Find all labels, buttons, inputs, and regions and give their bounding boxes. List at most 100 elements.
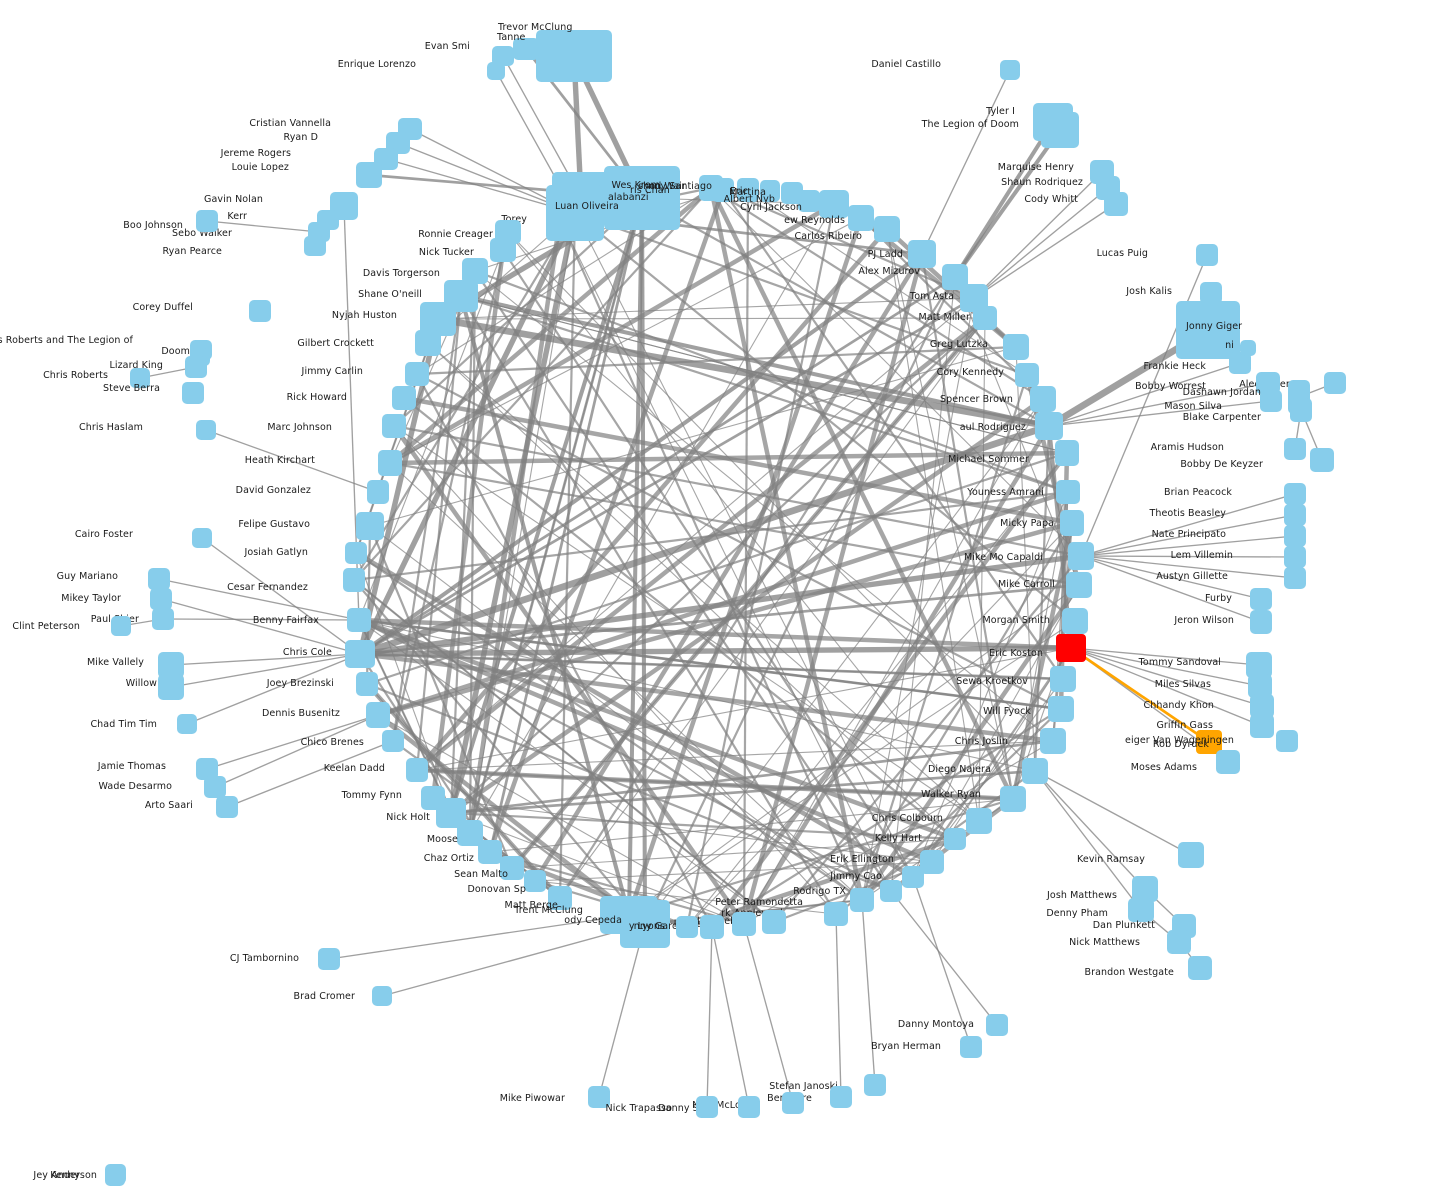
graph-node-paul-shier[interactable] [152,608,174,630]
graph-node-geiger-van-wag[interactable] [1276,730,1298,752]
graph-node-heath-kirchart[interactable] [378,450,402,476]
graph-node-bryan-herman[interactable] [960,1036,982,1058]
graph-node-chico-brenes[interactable] [382,730,404,752]
graph-node-matt-miller[interactable] [973,306,997,330]
graph-node-sewa-kroetkov[interactable] [1050,666,1076,692]
graph-node-carlos-ribeiro[interactable] [874,216,900,242]
graph-node-danny-supa[interactable] [738,1096,760,1118]
graph-node-ishod-wair[interactable] [712,178,734,202]
graph-node-morgan-smith[interactable] [1062,608,1088,634]
graph-node-gilbert-crockett[interactable] [415,330,441,356]
graph-node-josh-matthews[interactable] [1132,876,1158,902]
graph-node-lucas-puig[interactable] [1196,244,1218,266]
graph-node-brad-cromer[interactable] [372,986,392,1006]
graph-node-mikey-taylor[interactable] [150,588,172,610]
graph-node-luan-oliveira[interactable] [546,185,604,241]
graph-node-chris-haslam[interactable] [196,420,216,440]
graph-node-louie-lopez[interactable] [356,162,382,188]
graph-node-jey-anderson[interactable] [108,1164,126,1184]
graph-node-willow[interactable] [158,674,184,700]
graph-node-blake-carpenter[interactable] [1290,398,1312,422]
graph-node-diego-najera[interactable] [1022,758,1048,784]
graph-node-denny-pham[interactable] [1128,898,1154,922]
graph-node-mike-vallely[interactable] [158,652,184,678]
graph-node-mike-carroll[interactable] [1066,572,1092,598]
graph-node-evan-smith[interactable] [492,46,514,66]
graph-node-jonny-giger[interactable] [1176,301,1240,359]
graph-node-benny-fairfax[interactable] [347,608,371,632]
graph-node-cody-whitt[interactable] [1104,192,1128,216]
graph-node-andrew-reynolds[interactable] [848,205,874,231]
graph-node-nick-tucker[interactable] [490,238,516,262]
graph-node-chris-roberts[interactable] [130,368,150,388]
graph-node-spencer-brown[interactable] [1030,386,1056,412]
graph-node-lizard-king[interactable] [185,356,207,378]
graph-node-nick-trapasso[interactable] [696,1096,718,1118]
graph-node-brandon-biebel[interactable] [762,910,786,934]
graph-node-austyn-gillette[interactable] [1284,567,1306,589]
graph-node-tommy-sandoval[interactable] [1246,652,1272,678]
graph-node-guy-mariano[interactable] [148,568,170,590]
graph-node-wade-desarmo[interactable] [204,776,226,798]
graph-node-clint-peterson[interactable] [111,616,131,636]
graph-node-donovan-sp[interactable] [524,870,546,892]
graph-node-legion-of-doom[interactable] [1041,112,1079,148]
graph-node-mark-appleyard[interactable] [824,902,848,926]
graph-node-bobby-de-keyzer[interactable] [1310,448,1334,472]
graph-node-jimmy-cao[interactable] [902,866,924,888]
graph-node-stefan-janoski[interactable] [864,1074,886,1096]
graph-node-nate-principato[interactable] [1284,525,1306,547]
graph-node-eric-m[interactable] [760,180,780,202]
graph-node-chad-tim-tim[interactable] [177,714,197,734]
graph-node-cody-cepeda[interactable] [620,900,670,948]
graph-node-alec-majerus[interactable] [1324,372,1346,394]
graph-node-paul-rodriguez[interactable] [1035,412,1063,440]
graph-node-albert-nyberg[interactable] [798,190,820,212]
graph-node-rodrigo-tx[interactable] [880,880,902,902]
graph-node-frankie-heck[interactable] [1229,352,1251,374]
graph-node-pj-ladd[interactable] [908,240,936,268]
graph-node-ben-gore[interactable] [830,1086,852,1108]
graph-node-kelly-hart[interactable] [944,828,966,850]
graph-node-cyril-jackson[interactable] [819,190,849,218]
graph-node-jamie-thomas[interactable] [196,758,218,780]
graph-node-jeron-wilson[interactable] [1250,610,1272,634]
graph-node-steve-berra[interactable] [182,382,204,404]
graph-node-chris-cole[interactable] [345,640,375,668]
graph-node-jimmy-carlin[interactable] [405,362,429,386]
graph-node-corey-duffel[interactable] [249,300,271,322]
graph-node-chris-colbourn[interactable] [966,808,992,834]
graph-node-griffin-gass[interactable] [1250,714,1274,738]
graph-node-marc-johnson[interactable] [382,414,406,438]
graph-node-trevor-mcclung[interactable] [536,30,612,82]
graph-node-furby[interactable] [1250,588,1272,610]
graph-node-cesar-fernandez[interactable] [343,568,365,592]
graph-node-kevin-ramsay[interactable] [1178,842,1204,868]
graph-node-boo-johnson[interactable] [196,210,218,232]
graph-node-youness-amrani[interactable] [1056,480,1080,504]
graph-node-mason-silva[interactable] [1260,390,1282,412]
graph-node-aramis-hudson[interactable] [1284,438,1306,460]
graph-node-cj-tambornino[interactable] [318,948,340,970]
graph-node-sean-malto[interactable] [500,856,524,880]
graph-node-enrique-lorenzo[interactable] [487,62,505,80]
graph-node-walker-ryan[interactable] [1000,786,1026,812]
graph-node-theotis-beasley[interactable] [1284,504,1306,526]
graph-node-martina[interactable] [781,182,803,204]
graph-node-josh-kalis[interactable] [1200,282,1222,304]
graph-node-chaz-ortiz[interactable] [478,840,502,864]
graph-node-josiah-gatlyn[interactable] [345,542,367,564]
graph-node-nick-mclouth[interactable] [782,1092,804,1114]
graph-node-danny-garcia[interactable] [700,915,724,939]
graph-node-danny-montoya[interactable] [986,1014,1008,1036]
graph-node-chris-joslin[interactable] [1040,728,1066,754]
graph-node-will-fyock[interactable] [1048,696,1074,722]
graph-node-billy-marks[interactable] [732,912,756,936]
graph-node-ni[interactable] [1240,340,1256,356]
graph-node-bobby-worrest[interactable] [1256,372,1280,394]
graph-node-arto-saari[interactable] [216,796,238,818]
graph-node-manny-santiago[interactable] [737,178,759,202]
graph-node-cory-kennedy[interactable] [1015,363,1039,387]
graph-node-brandon-westgate[interactable] [1188,956,1212,980]
graph-node-micky-papa[interactable] [1060,510,1084,536]
